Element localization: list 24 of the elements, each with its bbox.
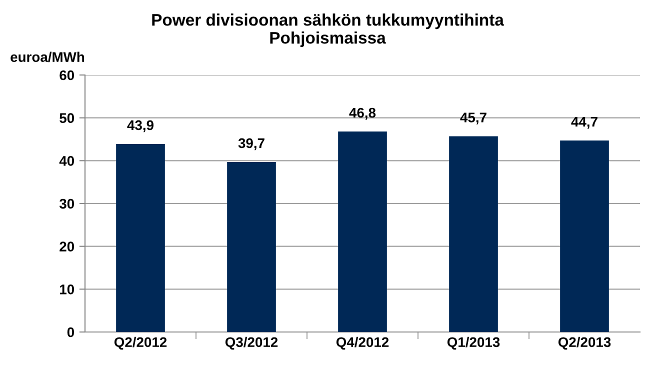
y-tick-label: 0 [67,327,74,338]
data-label: 46,8 [349,108,376,120]
y-tick-label: 60 [60,70,74,80]
chart-title: Power divisioonan sähkön tukkumyyntihinta Pohjoismaissa [152,14,504,48]
bar [449,136,498,332]
bar [338,132,387,332]
data-label: 44,7 [571,116,598,129]
y-tick-label: 50 [60,113,74,124]
bar [227,162,276,332]
y-tick-label: 10 [60,284,74,294]
bar [560,140,609,332]
bar [116,144,165,332]
y-tick-label: 20 [60,242,74,252]
data-label: 45,7 [460,112,486,124]
x-tick-label: Q2/2013 [558,336,611,350]
x-tick-label: Q3/2012 [225,336,278,350]
y-tick-label: 40 [59,156,74,166]
x-tick-label: Q2/2012 [114,336,167,350]
x-tick-label: Q1/2013 [447,336,500,350]
y-axis-title: euroa/MWh [10,52,84,62]
data-label: 39,7 [238,138,264,150]
data-label: 43,9 [127,120,154,132]
y-tick-label: 30 [59,198,74,209]
x-tick-label: Q4/2012 [336,336,389,350]
